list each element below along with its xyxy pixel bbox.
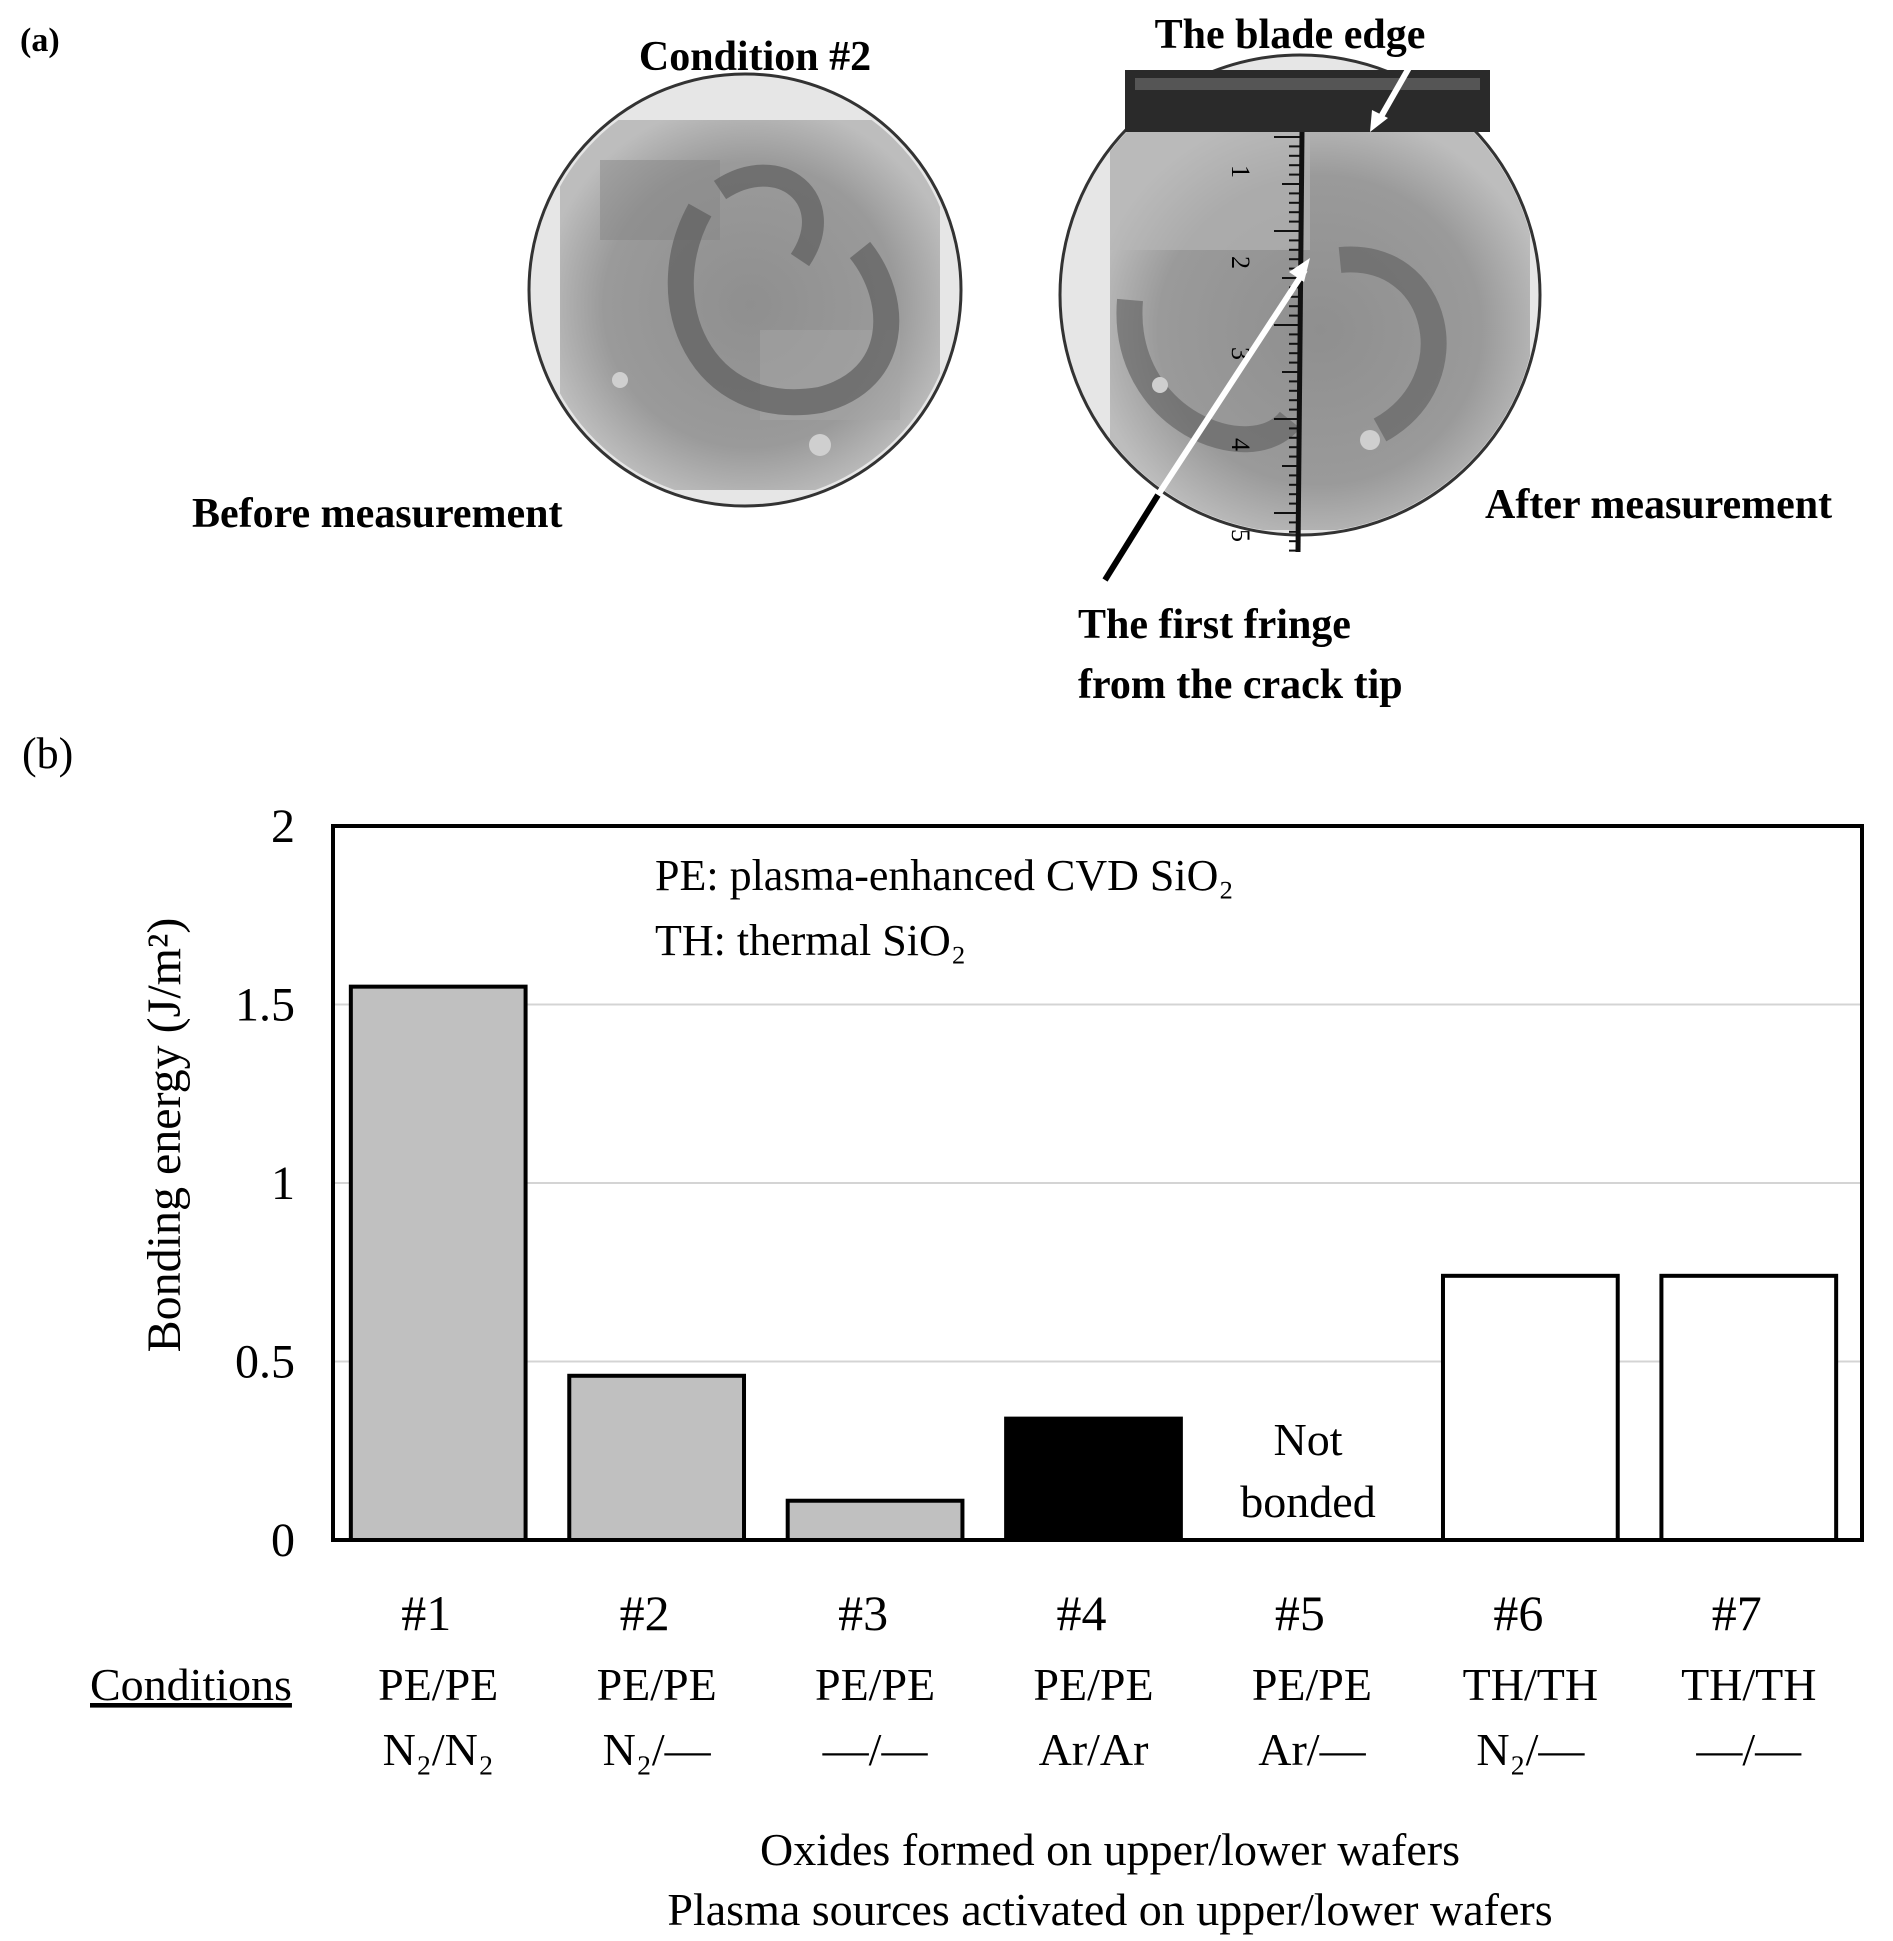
fringe-caption-line1: The first fringe [1078, 602, 1351, 648]
condition-oxides-label: PE/PE [1033, 1659, 1153, 1710]
x-category-label: #5 [1275, 1585, 1325, 1641]
y-tick-labels: 0 0.5 1 1.5 2 [235, 800, 295, 1567]
ruler-number: 2 [1226, 256, 1255, 269]
condition-plasma-label: —/— [822, 1724, 929, 1775]
y-tick-label: 2 [271, 800, 295, 853]
legend-pe: PE: plasma-enhanced CVD SiO₂ [655, 851, 1234, 900]
condition-oxides-label: TH/TH [1463, 1659, 1598, 1710]
condition-oxides-label: PE/PE [1252, 1659, 1372, 1710]
bar-condition-1 [348, 984, 528, 1542]
ruler-number: 1 [1226, 165, 1255, 178]
after-caption: After measurement [1485, 482, 1832, 528]
wafer-before [527, 72, 963, 508]
y-tick-label: 1.5 [235, 979, 295, 1032]
y-axis-label: Bonding energy (J/m²) [138, 918, 191, 1353]
bonding-energy-chart: 0 0.5 1 1.5 2 Bonding energy (J/m²) PE: plas… [90, 800, 1864, 1935]
bar-condition-7 [1659, 1273, 1839, 1542]
legend-th: TH: thermal SiO₂ [655, 916, 966, 965]
x-category-label: #6 [1493, 1585, 1543, 1641]
condition-plasma-label: N₂/— [1476, 1724, 1585, 1775]
bar-condition-4 [1004, 1416, 1183, 1542]
x-category-label: #1 [401, 1585, 451, 1641]
bar-condition-3 [785, 1498, 965, 1542]
ruler-number: 4 [1226, 438, 1255, 451]
plot-frame [331, 824, 1864, 1542]
bar-condition-2 [567, 1373, 747, 1543]
condition-oxides-label: PE/PE [597, 1659, 717, 1710]
condition-plasma-label: —/— [1695, 1724, 1802, 1775]
condition-plasma-label: Ar/Ar [1039, 1724, 1149, 1775]
bar-condition-6 [1440, 1273, 1620, 1542]
ruler-scale [1295, 131, 1305, 553]
y-tick-label: 1 [271, 1157, 295, 1210]
condition-oxides-label: PE/PE [815, 1659, 935, 1710]
first-fringe-arrow [1102, 258, 1310, 582]
not-bonded-line1: Not [1274, 1414, 1343, 1465]
blade-edge-arrow [1370, 50, 1421, 132]
fringe-caption-line2: from the crack tip [1078, 662, 1403, 708]
condition-oxides-label: TH/TH [1681, 1659, 1816, 1710]
panel-b-label: (b) [22, 729, 74, 778]
conditions-heading: Conditions [90, 1659, 292, 1710]
footer-line2: Plasma sources activated on upper/lower … [667, 1884, 1552, 1935]
condition-plasma-label: N₂/— [603, 1724, 712, 1775]
x-category-label: #7 [1712, 1585, 1762, 1641]
x-category-labels: #1 PE/PE N₂/N₂ #2 PE/PE N₂/— #3 PE/PE —/— #4 PE/PE… [378, 1585, 1816, 1775]
footer-line1: Oxides formed on upper/lower wafers [760, 1824, 1460, 1875]
not-bonded-line2: bonded [1240, 1476, 1375, 1527]
x-category-label: #2 [620, 1585, 670, 1641]
x-category-label: #3 [838, 1585, 888, 1641]
condition-plasma-label: N₂/N₂ [383, 1724, 494, 1775]
condition-title: Condition #2 [639, 34, 871, 80]
condition-plasma-label: Ar/— [1258, 1724, 1366, 1775]
before-caption: Before measurement [192, 491, 563, 537]
x-category-label: #4 [1057, 1585, 1107, 1641]
grid-lines [333, 1003, 1862, 1363]
panel-a-label: (a) [20, 22, 60, 59]
y-tick-label: 0 [271, 1514, 295, 1567]
ruler-number: 5 [1226, 529, 1255, 542]
bars [348, 984, 1839, 1543]
blade-edge-caption: The blade edge [1155, 12, 1426, 58]
y-tick-label: 0.5 [235, 1336, 295, 1389]
condition-oxides-label: PE/PE [378, 1659, 498, 1710]
